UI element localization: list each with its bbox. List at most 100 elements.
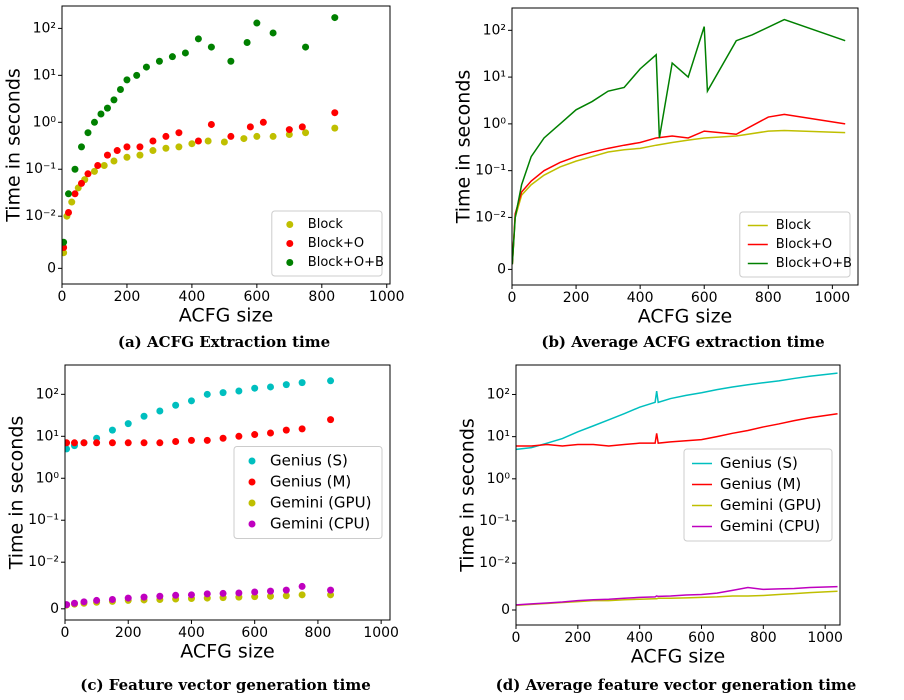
point — [65, 439, 71, 447]
point — [298, 425, 306, 433]
y-axis-label: Time in seconds — [6, 416, 28, 571]
legend-swatch — [286, 240, 294, 247]
x-tick-label: 800 — [755, 290, 782, 306]
x-tick-label: 200 — [114, 289, 141, 305]
point — [123, 153, 131, 161]
point — [77, 143, 85, 151]
x-tick-label: 800 — [308, 289, 335, 305]
point — [140, 439, 148, 447]
legend-box — [683, 448, 833, 542]
point — [103, 104, 111, 112]
point — [64, 190, 72, 198]
legend-label: Block — [308, 217, 344, 232]
y-tick-label: 10⁻¹ — [28, 512, 59, 528]
y-tick-label: 10² — [483, 22, 506, 38]
plot-frame — [64, 364, 391, 621]
legend-label: Genius (M) — [270, 473, 351, 491]
line — [512, 18, 846, 265]
point — [204, 137, 212, 145]
point — [181, 49, 189, 57]
point — [149, 147, 157, 155]
point — [162, 132, 170, 140]
legend-label: Genius (S) — [270, 452, 348, 470]
point — [251, 431, 259, 439]
point — [266, 587, 274, 595]
chart: 0 200 400 600 800 1000 0 10⁻² 10⁻¹ 10⁰ 10¹ 10² ACFG … — [3, 5, 405, 351]
x-tick-label: 600 — [691, 290, 718, 306]
point — [65, 445, 71, 453]
plot-frame — [515, 364, 841, 626]
point — [219, 434, 227, 442]
point — [243, 39, 251, 47]
y-tick-label: 0 — [47, 260, 56, 276]
point — [93, 439, 101, 447]
point — [194, 137, 202, 145]
point — [331, 124, 339, 132]
point — [390, 369, 397, 376]
point — [113, 147, 121, 155]
point — [207, 43, 215, 51]
legend-label: Gemini (CPU) — [270, 515, 370, 533]
point — [331, 14, 339, 22]
point — [302, 43, 310, 51]
y-tick-label: 10² — [36, 386, 59, 402]
point — [172, 401, 180, 409]
legend-label: Block+O+B — [776, 256, 852, 271]
point — [84, 129, 92, 137]
legend-box — [271, 210, 383, 277]
x-tick-label: 800 — [750, 630, 777, 646]
point — [64, 208, 72, 216]
point — [327, 586, 335, 594]
x-tick-label: 800 — [305, 625, 332, 641]
y-tick-label: 10² — [487, 386, 510, 402]
point — [227, 132, 235, 140]
x-axis-label: ACFG size — [631, 646, 725, 668]
point — [187, 436, 195, 444]
point — [282, 381, 290, 389]
point — [327, 377, 335, 385]
point — [110, 157, 118, 165]
y-tick-label: 10² — [33, 20, 56, 36]
point — [142, 63, 150, 71]
point — [207, 120, 215, 128]
point — [246, 123, 254, 131]
x-tick-label: 400 — [179, 289, 206, 305]
point — [84, 170, 92, 178]
point — [116, 85, 124, 93]
point — [235, 432, 243, 440]
x-tick-label: 200 — [115, 625, 142, 641]
point — [162, 144, 170, 152]
point — [156, 439, 164, 447]
point — [172, 438, 180, 446]
point — [133, 71, 141, 79]
point — [219, 589, 227, 597]
point — [156, 592, 164, 600]
chart: 0 200 400 600 800 1000 0 10⁻² 10⁻¹ 10⁰ 10¹ 10² ACFG … — [453, 7, 859, 351]
point — [80, 598, 88, 606]
x-tick-label: 200 — [563, 290, 590, 306]
caption: (d) Average feature vector generation ti… — [496, 676, 857, 694]
point — [108, 595, 116, 603]
point — [266, 383, 274, 391]
line — [516, 372, 838, 451]
x-tick-label: 600 — [241, 625, 268, 641]
caption: (c) Feature vector generation time — [80, 676, 371, 694]
point — [93, 596, 101, 604]
point — [282, 426, 290, 434]
point — [298, 123, 306, 131]
legend-swatch — [286, 221, 294, 228]
point — [123, 143, 131, 151]
legend-label: Gemini (CPU) — [720, 517, 820, 535]
x-tick-label: 400 — [627, 290, 654, 306]
legend-box — [739, 211, 851, 278]
y-tick-label: 10⁰ — [33, 114, 57, 130]
point — [266, 592, 274, 600]
point — [227, 57, 235, 65]
legend-swatch — [248, 457, 256, 465]
y-tick-label: 10⁻¹ — [475, 163, 506, 179]
point — [194, 35, 202, 43]
point — [80, 439, 88, 447]
point — [269, 29, 277, 37]
point — [390, 410, 397, 417]
legend-box — [233, 446, 383, 539]
